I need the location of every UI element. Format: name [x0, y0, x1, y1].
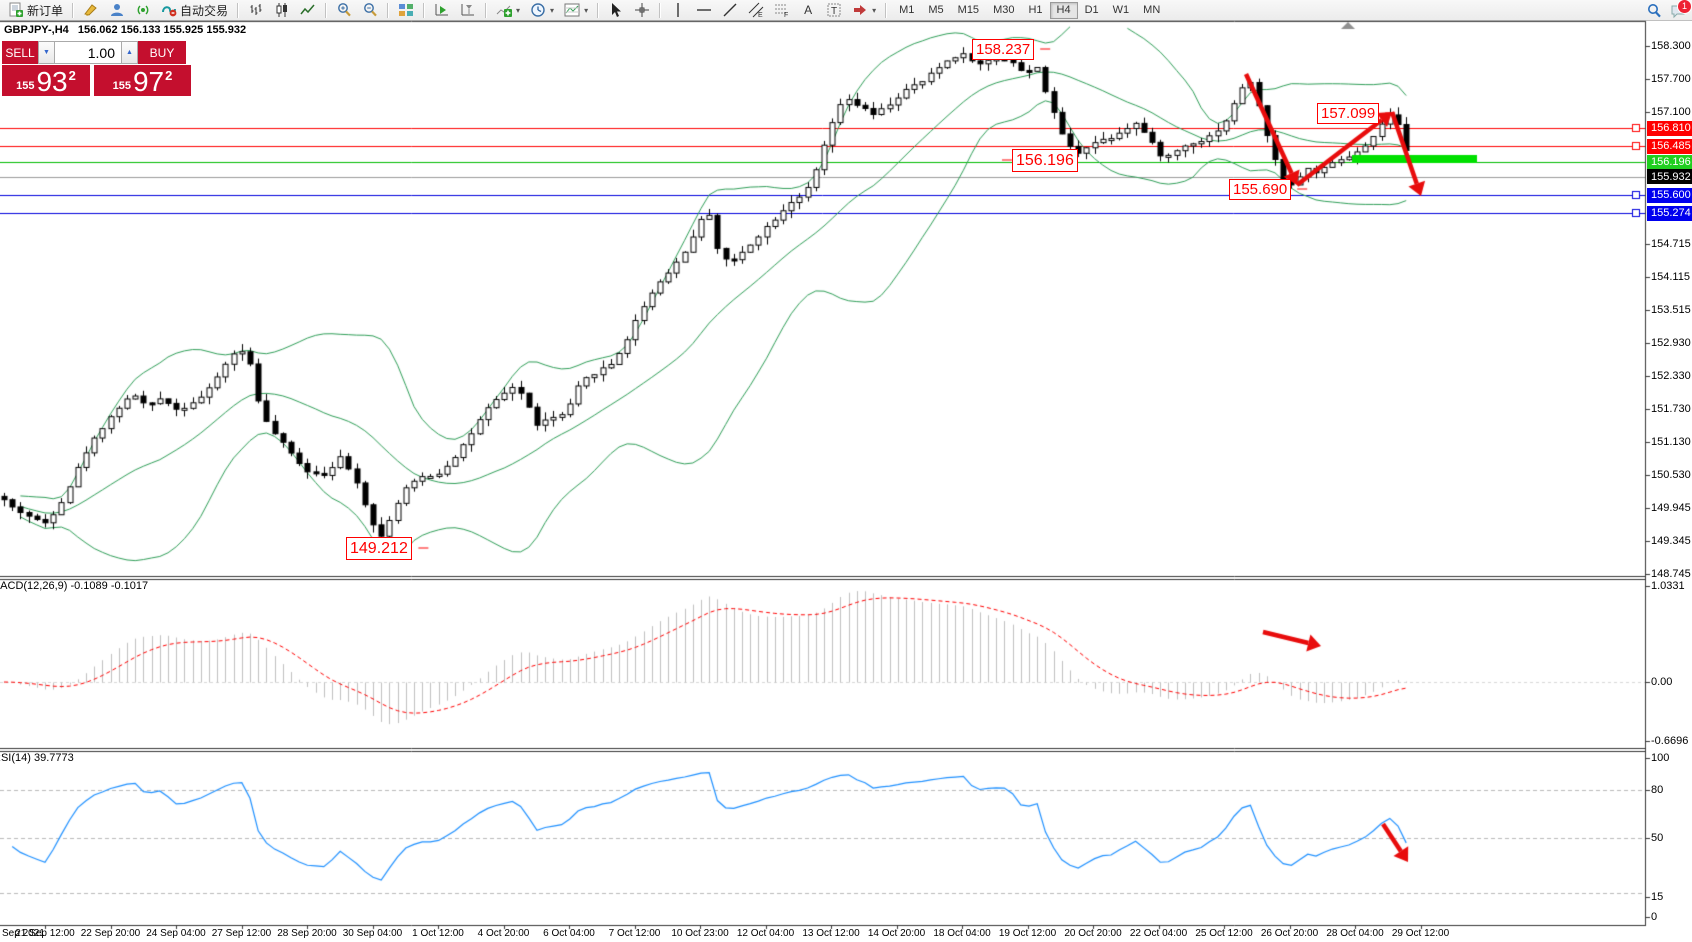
price-tick-label: 151.730 — [1651, 403, 1691, 416]
date-label: 4 Oct 20:00 — [477, 928, 530, 939]
rsi-scale-label: 80 — [1651, 784, 1664, 796]
price-annotation[interactable]: 157.099 — [1317, 103, 1380, 124]
price-tick-label: 152.330 — [1651, 369, 1691, 382]
date-label: 30 Sep 04:00 — [342, 928, 403, 939]
macd-scale-label: 0.00 — [1651, 676, 1673, 688]
sell-price-button[interactable]: 155 93 2 — [2, 65, 90, 96]
buy-price-button[interactable]: 155 97 2 — [94, 65, 191, 96]
price-tick-label: 150.530 — [1651, 469, 1691, 482]
buy-button[interactable]: BUY — [138, 41, 186, 64]
price-tick-label: 154.115 — [1651, 271, 1690, 284]
rsi-scale-label: 100 — [1651, 752, 1670, 764]
date-label: 20 Oct 20:00 — [1064, 928, 1122, 939]
date-label: 28 Oct 04:00 — [1326, 928, 1384, 939]
buy-price-small: 155 — [112, 80, 131, 92]
date-label: 22 Sep 20:00 — [80, 928, 141, 939]
date-label: 29 Oct 12:00 — [1391, 928, 1450, 939]
ohlc-values: 156.062 156.133 155.925 155.932 — [77, 24, 247, 36]
price-tick-label: 151.130 — [1651, 436, 1691, 449]
date-label: 28 Sep 20:00 — [277, 928, 337, 939]
price-annotation[interactable]: 158.237 — [972, 39, 1035, 60]
date-label: 22 Oct 04:00 — [1129, 928, 1188, 939]
buy-price-big: 97 — [132, 66, 165, 97]
price-badge: 156.196 — [1647, 154, 1692, 170]
rsi-scale-label: 0 — [1651, 911, 1658, 923]
buy-price-sup: 2 — [165, 68, 173, 83]
sell-price-sup: 2 — [68, 68, 76, 83]
one-click-prices: 155 93 2 155 97 2 — [2, 65, 192, 96]
quote-line: GBPJPY-,H4 156.062 156.133 155.925 155.9… — [4, 24, 246, 36]
price-badge: 155.600 — [1647, 187, 1692, 203]
rsi-scale-label: 15 — [1651, 891, 1664, 903]
symbol-period-label: GBPJPY-,H4 — [4, 24, 69, 36]
price-tick-label: 152.930 — [1651, 336, 1691, 349]
rsi-label: RSI(14) 39.7773 — [0, 752, 74, 764]
price-badge: 155.274 — [1647, 205, 1692, 221]
date-label: 13 Oct 12:00 — [802, 928, 860, 939]
macd-label: MACD(12,26,9) -0.1089 -0.1017 — [0, 580, 149, 592]
macd-scale-label: -0.6696 — [1651, 735, 1689, 747]
sell-price-small: 155 — [16, 80, 35, 92]
date-label: 7 Oct 12:00 — [608, 928, 661, 939]
date-label: 27 Sep 12:00 — [211, 928, 272, 939]
date-label: 12 Oct 04:00 — [736, 928, 795, 939]
price-annotation[interactable]: 155.690 — [1229, 179, 1292, 200]
date-label: 10 Oct 23:00 — [671, 928, 729, 939]
price-annotation[interactable]: 156.196 — [1012, 149, 1078, 172]
price-badge: 155.932 — [1647, 169, 1692, 185]
one-click-row: SELL ▼ 1.00 ▲ BUY — [2, 41, 192, 64]
date-label: 14 Oct 20:00 — [867, 928, 926, 939]
price-badge: 156.485 — [1647, 138, 1692, 154]
price-tick-label: 149.345 — [1651, 534, 1691, 547]
price-tick-label: 149.945 — [1651, 501, 1691, 514]
rsi-scale-label: 50 — [1651, 832, 1664, 844]
sell-price-big: 93 — [36, 66, 68, 97]
volume-decrease-button[interactable]: ▼ — [38, 41, 55, 64]
sell-button[interactable]: SELL — [2, 41, 38, 64]
price-tick-label: 148.745 — [1651, 568, 1691, 580]
date-label: Sep 2021 — [2, 928, 45, 939]
date-label: 18 Oct 04:00 — [933, 928, 991, 939]
date-label: 6 Oct 04:00 — [543, 928, 595, 939]
date-label: 24 Sep 04:00 — [146, 928, 206, 939]
date-label: 1 Oct 12:00 — [412, 928, 464, 939]
volume-input[interactable]: 1.00 — [55, 41, 121, 64]
price-tick-label: 157.700 — [1651, 73, 1691, 86]
volume-increase-button[interactable]: ▲ — [121, 41, 138, 64]
price-tick-label: 154.715 — [1651, 238, 1691, 251]
price-tick-label: 157.100 — [1651, 106, 1691, 119]
date-label: 21 Sep 12:00 — [15, 928, 75, 939]
one-click-trading-panel: SELL ▼ 1.00 ▲ BUY 155 93 2 155 97 2 — [2, 41, 192, 96]
price-annotation[interactable]: 149.212 — [346, 537, 412, 560]
date-label: 25 Oct 12:00 — [1195, 928, 1253, 939]
price-tick-label: 153.515 — [1651, 304, 1691, 317]
macd-scale-label: 1.0331 — [1651, 580, 1685, 592]
price-badge: 156.810 — [1647, 120, 1692, 136]
date-label: 26 Oct 20:00 — [1260, 928, 1319, 939]
date-label: 19 Oct 12:00 — [998, 928, 1057, 939]
price-tick-label: 158.300 — [1651, 40, 1691, 52]
